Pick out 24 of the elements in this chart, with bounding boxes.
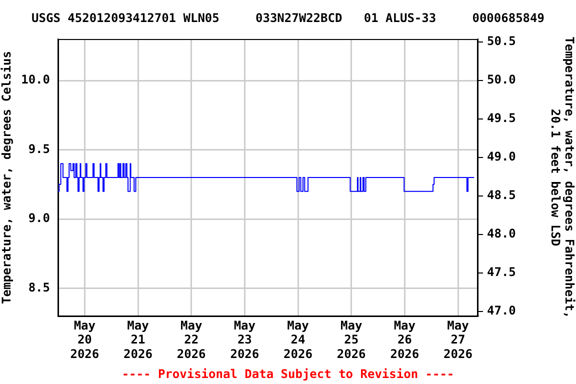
y2-axis-title: Temperature, water, degrees Fahrenheit, 20.1 feet below LSD (548, 36, 576, 318)
x-tick-label: May 23 2026 (230, 318, 260, 362)
y-tick-label: 8.5 (28, 280, 50, 294)
x-tick-label: May 21 2026 (124, 318, 152, 362)
x-tick-label: May 27 2026 (444, 318, 472, 362)
y-tick-label: 9.0 (28, 211, 50, 226)
y2-tick-label: 47.0 (487, 304, 516, 318)
y-axis-title: Temperature, water, degrees Celsius (0, 51, 14, 304)
x-tick-label: May 22 2026 (176, 318, 206, 362)
y-tick-label: 10.0 (21, 72, 50, 87)
text: ---- Provisional Data Subject to Revision ---- (122, 367, 454, 382)
chart-title: USGS 452012093412701 WLN05 033N27W22BCD 01 ALUS-33 0000685849 (32, 11, 544, 26)
y-tick-label: 9.5 (28, 142, 50, 156)
x-tick-label: May 24 2026 (284, 318, 312, 362)
x-tick-label: May 26 2026 (390, 318, 420, 362)
x-tick-label: May 20 2026 (70, 318, 100, 362)
y2-tick-label: 50.5 (487, 34, 516, 48)
y2-tick-label: 48.0 (487, 226, 516, 241)
y2-tick-label: 50.0 (487, 72, 516, 87)
y2-tick-label: 49.0 (487, 150, 516, 164)
x-tick-label: May 25 2026 (336, 318, 366, 362)
y2-tick-label: 48.5 (487, 188, 516, 202)
y2-tick-label: 47.5 (487, 265, 516, 280)
y2-tick-label: 49.5 (487, 111, 516, 126)
